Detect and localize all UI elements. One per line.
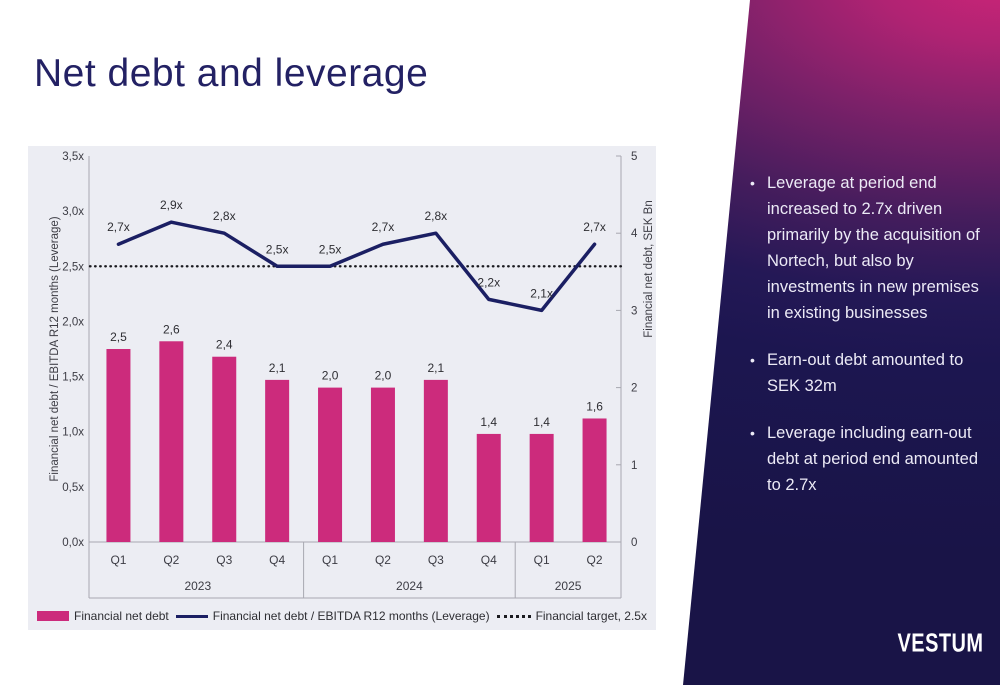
chart-legend: Financial net debt Financial net debt / … <box>28 609 656 623</box>
svg-text:2023: 2023 <box>184 579 211 593</box>
svg-text:Q2: Q2 <box>163 553 179 567</box>
svg-text:2,1x: 2,1x <box>530 286 553 300</box>
svg-text:2,0: 2,0 <box>375 369 392 383</box>
svg-text:Q3: Q3 <box>428 553 444 567</box>
svg-text:Q3: Q3 <box>216 553 232 567</box>
svg-text:1,4: 1,4 <box>533 415 550 429</box>
leverage-line <box>116 220 597 313</box>
svg-text:2,0x: 2,0x <box>62 316 84 328</box>
bar-5 <box>370 387 395 542</box>
svg-text:3: 3 <box>631 305 637 317</box>
svg-text:0,5x: 0,5x <box>62 482 84 494</box>
svg-text:2,9x: 2,9x <box>160 198 183 212</box>
bar-4 <box>318 387 343 542</box>
net-debt-leverage-chart: 3,5x 3,0x 2,5x 2,0x 1,5x 1,0x 0,5x 0,0x 5 4 3 2 1 0 2,… <box>49 151 655 599</box>
bullet-leverage-incl-earnout: Leverage including earn-out debt at peri… <box>750 420 980 498</box>
dotted-swatch-icon <box>496 614 531 618</box>
svg-text:2,4: 2,4 <box>216 338 233 352</box>
svg-text:Q4: Q4 <box>481 553 497 567</box>
svg-text:2,5: 2,5 <box>110 330 127 344</box>
svg-text:1,4: 1,4 <box>480 415 497 429</box>
svg-text:3,0x: 3,0x <box>62 206 84 218</box>
bar-3 <box>265 379 290 542</box>
svg-text:1,0x: 1,0x <box>62 427 84 439</box>
legend-label-target: Financial target, 2.5x <box>535 609 647 623</box>
bar-0 <box>106 349 131 542</box>
page-title: Net debt and leverage <box>34 52 429 95</box>
svg-text:5: 5 <box>631 151 637 163</box>
legend-item-leverage: Financial net debt / EBITDA R12 months (… <box>175 609 490 623</box>
svg-text:1: 1 <box>631 460 637 472</box>
line-swatch-icon <box>175 614 208 618</box>
bullet-list: Leverage at period end increased to 2.7x… <box>750 170 980 519</box>
svg-text:2,7x: 2,7x <box>583 220 606 234</box>
bullet-leverage-increase: Leverage at period end increased to 2.7x… <box>750 170 980 326</box>
legend-label-leverage: Financial net debt / EBITDA R12 months (… <box>212 609 490 623</box>
bar-series <box>106 341 607 542</box>
svg-text:2,0: 2,0 <box>322 369 339 383</box>
bullet-earnout-debt: Earn-out debt amounted to SEK 32m <box>750 347 980 399</box>
bar-6 <box>423 379 448 542</box>
bar-1 <box>159 341 184 542</box>
right-axis-title: Financial net debt, SEK Bn <box>643 200 655 337</box>
svg-text:1,6: 1,6 <box>586 399 603 413</box>
svg-text:2,5x: 2,5x <box>62 261 84 273</box>
legend-label-net-debt: Financial net debt <box>74 609 169 623</box>
svg-text:2,7x: 2,7x <box>372 220 395 234</box>
svg-text:2025: 2025 <box>555 579 582 593</box>
svg-text:3,5x: 3,5x <box>62 151 84 163</box>
svg-text:1,5x: 1,5x <box>62 372 84 384</box>
svg-text:2,8x: 2,8x <box>213 209 236 223</box>
bar-9 <box>582 418 607 542</box>
svg-text:Q2: Q2 <box>375 553 391 567</box>
svg-text:2,1: 2,1 <box>428 361 445 375</box>
svg-text:2,2x: 2,2x <box>477 275 500 289</box>
vestum-logo: VESTUM <box>898 629 984 658</box>
svg-text:Q1: Q1 <box>322 553 338 567</box>
legend-item-net-debt: Financial net debt <box>37 609 169 623</box>
svg-text:0: 0 <box>631 537 637 549</box>
svg-text:2024: 2024 <box>396 579 423 593</box>
svg-text:Q1: Q1 <box>534 553 550 567</box>
svg-text:2: 2 <box>631 383 637 395</box>
svg-text:4: 4 <box>631 228 638 240</box>
legend-item-target: Financial target, 2.5x <box>496 609 647 623</box>
svg-text:2,5x: 2,5x <box>266 242 289 256</box>
chart-card: 3,5x 3,0x 2,5x 2,0x 1,5x 1,0x 0,5x 0,0x 5 4 3 2 1 0 2,… <box>28 146 656 630</box>
svg-text:2,8x: 2,8x <box>425 209 448 223</box>
bar-2 <box>212 356 237 542</box>
svg-text:Q2: Q2 <box>587 553 603 567</box>
svg-text:2,7x: 2,7x <box>107 220 130 234</box>
left-axis-title: Financial net debt / EBITDA R12 months (… <box>49 216 61 481</box>
svg-text:Q4: Q4 <box>269 553 285 567</box>
svg-text:Q1: Q1 <box>110 553 126 567</box>
svg-text:2,5x: 2,5x <box>319 242 342 256</box>
svg-text:2,6: 2,6 <box>163 322 180 336</box>
bar-8 <box>529 433 554 542</box>
svg-text:2,1: 2,1 <box>269 361 286 375</box>
bar-swatch-icon <box>37 611 70 621</box>
svg-text:0,0x: 0,0x <box>62 537 84 549</box>
bar-7 <box>476 433 501 542</box>
